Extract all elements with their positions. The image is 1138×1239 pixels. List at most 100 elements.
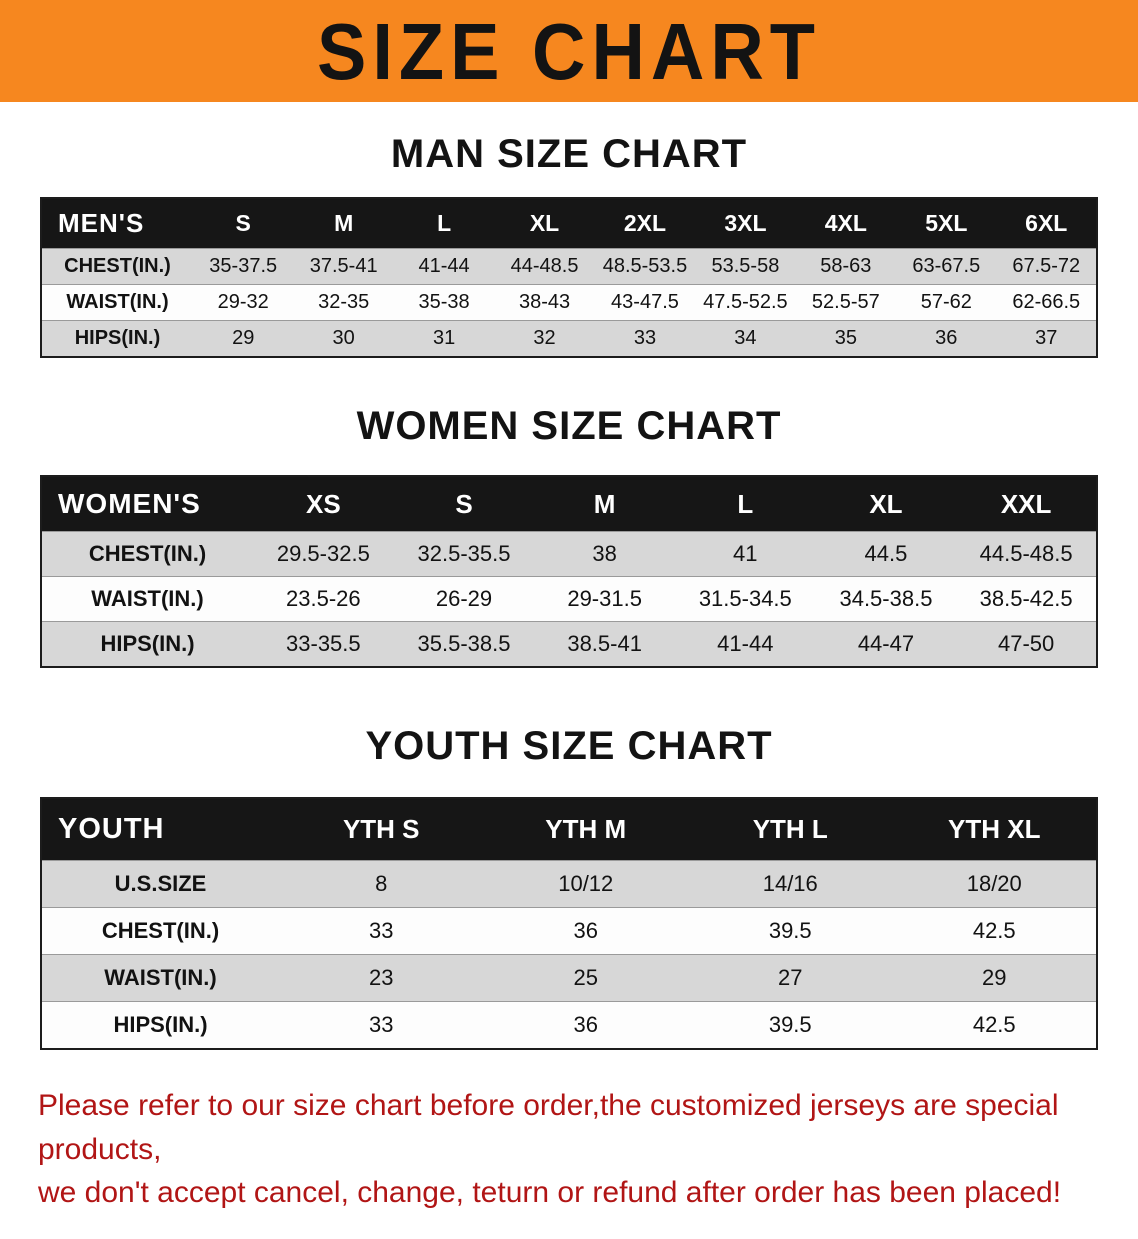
measurement-row-label: U.S.SIZE bbox=[114, 871, 207, 896]
size-value: 44.5-48.5 bbox=[979, 541, 1073, 566]
size-value: 33-35.5 bbox=[286, 631, 361, 656]
size-column-header: L bbox=[674, 476, 816, 532]
size-column-header: YTH S bbox=[279, 798, 484, 861]
size-column-header: XS bbox=[253, 476, 394, 532]
size-value: 53.5-58 bbox=[711, 255, 780, 277]
table-corner-label: YOUTH bbox=[41, 798, 279, 861]
size-value: 41-44 bbox=[717, 631, 774, 656]
women-section-heading: WOMEN SIZE CHART bbox=[356, 404, 782, 448]
disclaimer-line-2: we don't accept cancel, change, teturn o… bbox=[38, 1176, 1062, 1209]
size-value: 63-67.5 bbox=[912, 255, 981, 277]
size-value: 41 bbox=[733, 541, 758, 566]
size-value: 31 bbox=[432, 327, 456, 349]
size-value: 27 bbox=[778, 965, 803, 990]
measurement-row: U.S.SIZE 8 10/12 14/16 18/20 bbox=[41, 860, 1097, 908]
size-column-header: M bbox=[534, 476, 675, 532]
size-value: 36 bbox=[573, 918, 598, 943]
size-value: 39.5 bbox=[768, 918, 812, 943]
size-value: 29 bbox=[232, 327, 255, 349]
size-column-header: M bbox=[293, 198, 394, 249]
size-value: 39.5 bbox=[768, 1012, 812, 1037]
size-value: 32-35 bbox=[318, 291, 370, 313]
size-value: 10/12 bbox=[558, 871, 614, 896]
size-column-header: S bbox=[393, 476, 535, 532]
size-value: 52.5-57 bbox=[811, 291, 880, 313]
size-value: 23.5-26 bbox=[286, 586, 361, 611]
disclaimer-text: Please refer to our size chart before or… bbox=[38, 1084, 1100, 1215]
size-value: 44.5 bbox=[864, 541, 908, 566]
men-section-heading: MAN SIZE CHART bbox=[390, 132, 748, 176]
size-value: 29 bbox=[982, 965, 1007, 990]
measurement-row-label: WAIST(IN.) bbox=[66, 291, 169, 313]
size-value: 67.5-72 bbox=[1012, 255, 1081, 277]
size-value: 14/16 bbox=[762, 871, 818, 896]
size-value: 29-31.5 bbox=[567, 586, 642, 611]
size-value: 37.5-41 bbox=[309, 255, 378, 277]
size-column-header: 2XL bbox=[594, 198, 696, 249]
size-value: 58-63 bbox=[820, 255, 872, 277]
measurement-row: CHEST(IN.) 33 36 39.5 42.5 bbox=[41, 907, 1097, 955]
size-value: 33 bbox=[369, 1012, 394, 1037]
size-value: 37 bbox=[1035, 327, 1058, 349]
measurement-row-label: HIPS(IN.) bbox=[113, 1012, 208, 1037]
measurement-row: HIPS(IN.) 33 36 39.5 42.5 bbox=[41, 1001, 1097, 1049]
measurement-row: CHEST(IN.) 35-37.5 37.5-41 41-44 44-48.5 48.5… bbox=[41, 248, 1097, 285]
youth-size-table: YOUTH YTH S YTH M YTH L YTH XL U.S.SIZE 8 10/12… bbox=[40, 797, 1098, 1050]
size-column-header: L bbox=[393, 198, 495, 249]
page-title: SIZE CHART bbox=[317, 6, 821, 96]
table-corner-label: MEN'S bbox=[41, 198, 193, 249]
size-value: 47.5-52.5 bbox=[703, 291, 788, 313]
size-value: 36 bbox=[573, 1012, 598, 1037]
table-corner-label: WOMEN'S bbox=[41, 476, 253, 532]
measurement-row-label: WAIST(IN.) bbox=[104, 965, 217, 990]
size-value: 34.5-38.5 bbox=[839, 586, 933, 611]
size-column-header: 4XL bbox=[795, 198, 897, 249]
youth-size-section: YOUTH SIZE CHART YOUTH YTH S YTH M YTH L YTH… bbox=[0, 724, 1138, 1050]
size-value: 43-47.5 bbox=[611, 291, 679, 313]
measurement-row-label: HIPS(IN.) bbox=[100, 631, 195, 656]
size-value: 38 bbox=[592, 541, 617, 566]
measurement-row: WAIST(IN.) 29-32 32-35 35-38 38-43 43-47.5 47.… bbox=[41, 284, 1097, 321]
size-value: 33 bbox=[633, 327, 657, 349]
men-size-table: MEN'S S M L XL 2XL 3XL 4XL 5XL 6XL CHEST(IN.) 35-37… bbox=[40, 197, 1098, 358]
size-value: 62-66.5 bbox=[1012, 291, 1081, 313]
measurement-row-label: CHEST(IN.) bbox=[101, 918, 220, 943]
measurement-row: WAIST(IN.) 23 25 27 29 bbox=[41, 954, 1097, 1002]
size-value: 35.5-38.5 bbox=[417, 631, 511, 656]
size-value: 31.5-34.5 bbox=[698, 586, 792, 611]
size-column-header: YTH L bbox=[688, 798, 893, 861]
size-column-header: 3XL bbox=[695, 198, 796, 249]
size-value: 35-38 bbox=[418, 291, 470, 313]
size-value: 44-48.5 bbox=[510, 255, 579, 277]
measurement-row-label: WAIST(IN.) bbox=[91, 586, 204, 611]
size-header-row: MEN'S S M L XL 2XL 3XL 4XL 5XL 6XL bbox=[41, 198, 1097, 249]
size-value: 44-47 bbox=[857, 631, 915, 656]
measurement-row: HIPS(IN.) 33-35.5 35.5-38.5 38.5-41 41-44 44-… bbox=[41, 621, 1097, 667]
size-value: 57-62 bbox=[920, 291, 972, 313]
disclaimer-line-1: Please refer to our size chart before or… bbox=[38, 1089, 1059, 1166]
banner: SIZE CHART bbox=[0, 0, 1138, 102]
size-column-header: XXL bbox=[956, 476, 1097, 532]
size-value: 47-50 bbox=[998, 631, 1055, 656]
size-column-header: XL bbox=[494, 198, 595, 249]
size-value: 42.5 bbox=[972, 918, 1016, 943]
size-value: 32 bbox=[533, 327, 556, 349]
size-column-header: YTH XL bbox=[892, 798, 1097, 861]
men-size-section: MAN SIZE CHART MEN'S S M L XL 2XL 3XL 4XL 5XL 6XL… bbox=[0, 132, 1138, 358]
size-header-row: YOUTH YTH S YTH M YTH L YTH XL bbox=[41, 798, 1097, 861]
size-value: 35-37.5 bbox=[209, 255, 278, 277]
size-column-header: S bbox=[193, 198, 294, 249]
size-value: 29-32 bbox=[217, 291, 269, 313]
size-value: 33 bbox=[369, 918, 394, 943]
measurement-row: CHEST(IN.) 29.5-32.5 32.5-35.5 38 41 44.5 44.5… bbox=[41, 531, 1097, 577]
size-value: 26-29 bbox=[435, 586, 493, 611]
size-value: 34 bbox=[734, 327, 757, 349]
measurement-row: HIPS(IN.) 29 30 31 32 33 34 35 36 37 bbox=[41, 320, 1097, 357]
measurement-row-label: CHEST(IN.) bbox=[88, 541, 207, 566]
size-value: 38-43 bbox=[518, 291, 571, 313]
size-column-header: YTH M bbox=[483, 798, 688, 861]
women-size-table: WOMEN'S XS S M L XL XXL CHEST(IN.) 29.5-32.5 32.5… bbox=[40, 475, 1098, 668]
size-value: 18/20 bbox=[966, 871, 1022, 896]
measurement-row-label: CHEST(IN.) bbox=[64, 255, 171, 277]
youth-section-heading: YOUTH SIZE CHART bbox=[365, 724, 773, 768]
